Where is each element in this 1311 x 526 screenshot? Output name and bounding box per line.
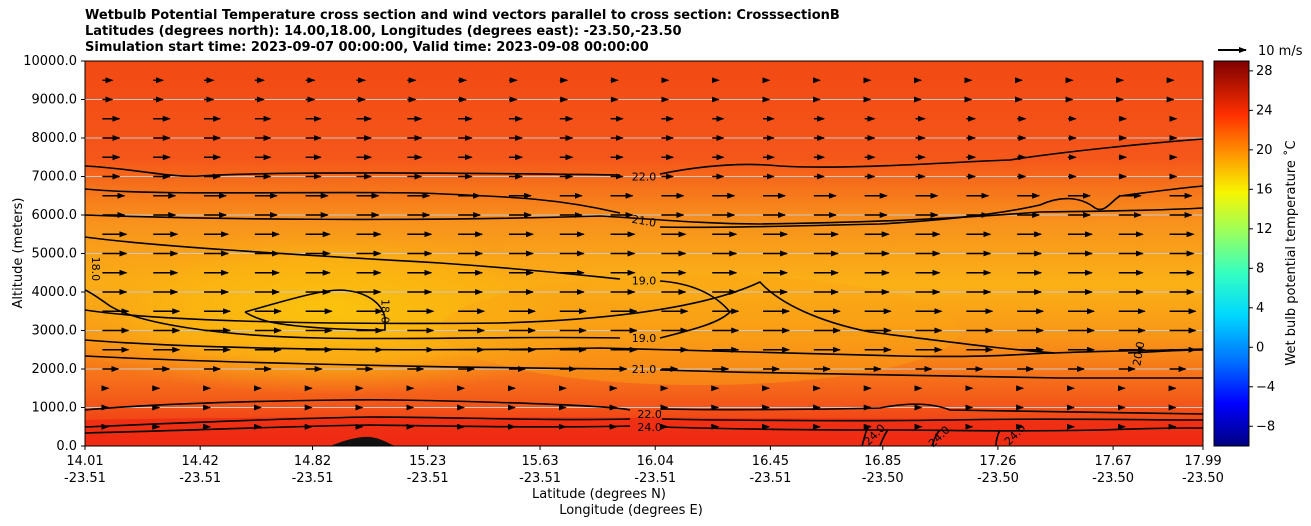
contour-label: 24.0	[637, 421, 662, 434]
contour-23	[85, 416, 1203, 428]
colorbar-tick-label: 28	[1256, 64, 1273, 79]
colorbar-tick-label: −8	[1256, 419, 1275, 434]
x-axis: 14.01 -23.51 14.42 -23.51 14.82 -23.51 15.23 -2…	[64, 446, 1224, 486]
x-tick-label-lat: 16.85	[864, 454, 901, 469]
contour-18-inner	[244, 289, 386, 331]
chart-title-line-3: Simulation start time: 2023-09-07 00:00:…	[85, 40, 649, 55]
colorbar-tick-label: 0	[1256, 340, 1264, 355]
x-axis-label-2: Longitude (degrees E)	[559, 503, 703, 518]
x-tick-label-lat: 14.42	[182, 454, 219, 469]
x-tick-label-lat: 17.26	[979, 454, 1016, 469]
contour-label: 20.0	[1130, 340, 1147, 366]
x-tick-label-lat: 14.82	[294, 454, 331, 469]
x-tick-label-lon: -23.51	[64, 471, 106, 486]
contour-19-upper	[85, 236, 732, 340]
contour-label: 22.0	[632, 171, 657, 184]
y-tick-label: 6000.0	[32, 208, 78, 223]
quiver-key-label: 10 m/s	[1258, 44, 1303, 59]
colorbar-tick-label: 24	[1256, 103, 1273, 118]
contour-21-upper	[85, 185, 1203, 229]
x-tick-label-lat: 15.63	[521, 454, 558, 469]
colorbar	[1213, 60, 1250, 447]
colorbar-label: Wet bulb potential temperature ˚C	[1283, 140, 1299, 365]
contour-label: 18.0	[89, 257, 102, 282]
colorbar-tick-label: 20	[1256, 143, 1273, 158]
contour-24-cells	[861, 425, 1001, 446]
x-tick-label-lat: 16.04	[637, 454, 674, 469]
contour-21-mid	[85, 207, 1203, 225]
x-tick-label-lon: -23.51	[519, 471, 561, 486]
x-tick-label-lon: -23.50	[977, 471, 1019, 486]
contour-label: 22.0	[637, 408, 662, 421]
x-tick-label-lat: 16.45	[752, 454, 789, 469]
y-axis-label: Altitude (meters)	[11, 198, 26, 309]
colorbar-tick-label: 4	[1256, 301, 1264, 316]
y-tick-label: 1000.0	[32, 401, 78, 416]
x-tick-label-lon: -23.50	[862, 471, 904, 486]
x-tick-label-lon: -23.51	[634, 471, 676, 486]
contour-24	[85, 424, 1203, 434]
contour-22-lower	[85, 399, 1203, 415]
y-tick-label: 3000.0	[32, 324, 78, 339]
contour-label: 21.0	[632, 363, 657, 376]
x-tick-label-lat: 15.23	[409, 454, 446, 469]
colorbar-tick-label: 16	[1256, 182, 1273, 197]
y-tick-label: 2000.0	[32, 362, 78, 377]
colorbar-tick-label: −4	[1256, 380, 1275, 395]
contour-label: 19.0	[632, 274, 657, 287]
x-tick-label-lat: 17.67	[1095, 454, 1132, 469]
y-tick-label: 5000.0	[32, 247, 78, 262]
colorbar-tick-label: 8	[1256, 261, 1264, 276]
contour-21-lower	[85, 355, 1203, 379]
y-axis: 10000.0 9000.0 8000.0 7000.0 6000.0 5000.0 400…	[23, 54, 85, 454]
chart-title-line-2: Latitudes (degrees north): 14.00,18.00, …	[85, 24, 682, 39]
x-tick-label-lon: -23.51	[407, 471, 449, 486]
x-tick-label-lon: -23.50	[1182, 471, 1224, 486]
x-axis-label: Latitude (degrees N)	[532, 487, 666, 502]
contour-22-upper	[85, 138, 1203, 178]
colorbar-tick-label: 12	[1256, 222, 1273, 237]
y-tick-label: 0.0	[56, 439, 77, 454]
y-tick-label: 8000.0	[32, 131, 78, 146]
contour-label: 21.0	[631, 213, 657, 230]
contour-label: 18.0	[379, 299, 392, 324]
y-tick-label: 7000.0	[32, 170, 78, 185]
contour-19-lower	[85, 281, 1203, 354]
terrain-mask	[330, 436, 395, 446]
x-tick-label-lon: -23.50	[1092, 471, 1134, 486]
colorbar-ticks: 28 24 20 16 12 8 4 0 −4 −8	[1249, 64, 1275, 434]
y-tick-label: 10000.0	[23, 54, 77, 69]
contour-20	[85, 339, 1203, 358]
y-tick-label: 9000.0	[32, 93, 78, 108]
x-tick-label-lon: -23.51	[749, 471, 791, 486]
y-tick-label: 4000.0	[32, 285, 78, 300]
contour-lines	[85, 138, 1203, 446]
chart-title-line-1: Wetbulb Potential Temperature cross sect…	[85, 8, 840, 23]
x-tick-label-lon: -23.51	[179, 471, 221, 486]
x-tick-label-lat: 14.01	[66, 454, 103, 469]
x-tick-label-lat: 17.99	[1184, 454, 1221, 469]
contour-label: 19.0	[632, 332, 657, 345]
x-tick-label-lon: -23.51	[292, 471, 334, 486]
